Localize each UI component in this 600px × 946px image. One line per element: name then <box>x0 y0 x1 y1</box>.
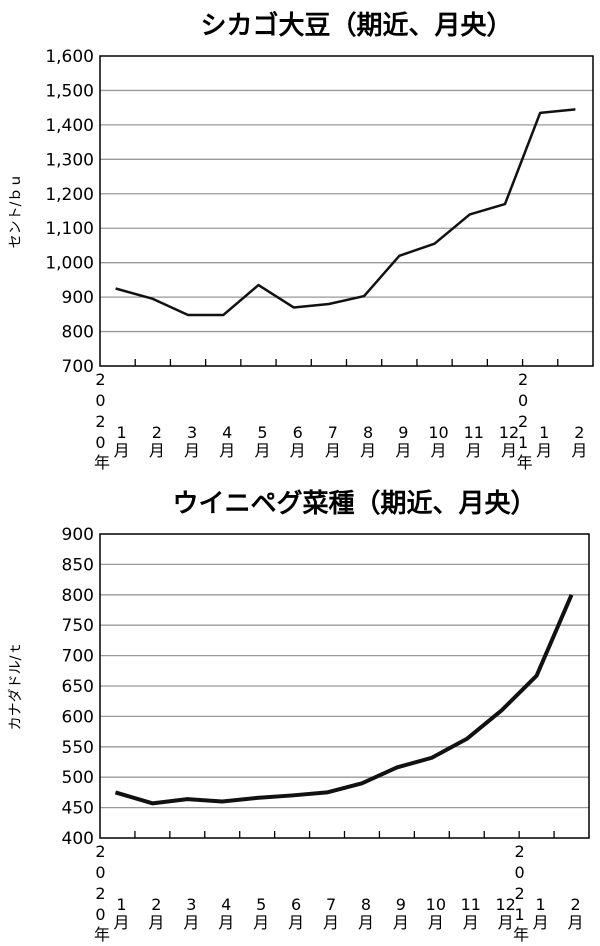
x-tick-label: 7 <box>328 423 338 442</box>
y-tick-label: 550 <box>62 738 94 758</box>
x-tick-month-char: 月 <box>183 913 199 932</box>
x-tick-month-char: 月 <box>501 441 517 460</box>
y-tick-label: 1,500 <box>45 81 94 101</box>
y-tick-label: 1,200 <box>45 185 94 205</box>
x-tick-label: 9 <box>398 423 408 442</box>
year-label: 2021年 <box>513 370 533 472</box>
x-tick-month-char: 月 <box>568 913 584 932</box>
y-tick-label: 700 <box>62 647 94 667</box>
chart-title: ウイニペグ菜種（期近、月央） <box>172 489 536 519</box>
x-tick-label: 2 <box>152 423 162 442</box>
x-tick-month-char: 月 <box>288 913 304 932</box>
x-tick-label: 2 <box>151 895 161 914</box>
y-tick-label: 400 <box>62 829 94 849</box>
y-tick-label: 1,100 <box>45 219 94 239</box>
y-tick-label: 500 <box>62 768 94 788</box>
x-tick-label: 9 <box>396 895 406 914</box>
x-tick-month-char: 月 <box>428 913 444 932</box>
x-tick-month-char: 月 <box>498 913 514 932</box>
y-axis-label: カナダドル/ｔ <box>8 642 24 731</box>
series-line <box>115 108 576 317</box>
x-tick-label: 4 <box>222 423 232 442</box>
x-tick-label: 1 <box>117 423 127 442</box>
y-tick-label: 800 <box>62 323 94 343</box>
x-tick-month-char: 月 <box>149 441 165 460</box>
chart-1: シカゴ大豆（期近、月央） セント/ｂｕ 700 800 900 1,000 1,100 1,2… <box>8 10 594 460</box>
x-tick-month-char: 月 <box>290 441 306 460</box>
x-tick-label: 2 <box>570 895 580 914</box>
x-tick-month-char: 月 <box>360 441 376 460</box>
y-tick-label: 450 <box>62 799 94 819</box>
x-tick-label: 2 <box>574 423 584 442</box>
x-tick-label: 3 <box>187 423 197 442</box>
x-tick-month-char: 月 <box>113 913 129 932</box>
x-tick-label: 12 <box>495 895 515 914</box>
year-label: 2020年 <box>91 370 110 472</box>
x-tick-label: 5 <box>256 895 266 914</box>
year-label: 2020年 <box>91 842 110 944</box>
x-tick-month-char: 月 <box>219 441 235 460</box>
x-tick-month-char: 月 <box>148 913 164 932</box>
x-tick-month-char: 月 <box>431 441 447 460</box>
x-tick-label: 5 <box>257 423 267 442</box>
x-tick-month-char: 月 <box>463 913 479 932</box>
y-tick-label: 900 <box>62 288 94 308</box>
x-tick-month-char: 月 <box>325 441 341 460</box>
x-tick-month-char: 月 <box>466 441 482 460</box>
y-tick-label: 900 <box>62 525 94 545</box>
series-line <box>114 594 574 806</box>
x-tick-label: 11 <box>464 423 484 442</box>
y-tick-label: 750 <box>62 616 94 636</box>
y-tick-label: 1,000 <box>45 254 94 274</box>
x-tick-month-char: 月 <box>536 441 552 460</box>
x-tick-label: 11 <box>461 895 481 914</box>
x-tick-label: 10 <box>426 895 446 914</box>
x-tick-month-char: 月 <box>114 441 130 460</box>
y-tick-label: 800 <box>62 586 94 606</box>
x-tick-label: 3 <box>186 895 196 914</box>
x-tick-month-char: 月 <box>571 441 587 460</box>
y-tick-label: 1,400 <box>45 116 94 136</box>
x-tick-month-char: 月 <box>254 441 270 460</box>
x-tick-label: 10 <box>428 423 448 442</box>
x-tick-month-char: 月 <box>253 913 269 932</box>
y-axis-label: セント/ｂｕ <box>8 174 24 249</box>
chart-2: ウイニペグ菜種（期近、月央） カナダドル/ｔ 400 450 500 550 600 650 7… <box>8 489 590 932</box>
x-tick-month-char: 月 <box>184 441 200 460</box>
x-tick-month-char: 月 <box>218 913 234 932</box>
x-tick-label: 8 <box>363 423 373 442</box>
x-tick-label: 4 <box>221 895 231 914</box>
x-tick-label: 7 <box>326 895 336 914</box>
x-tick-label: 6 <box>291 895 301 914</box>
x-tick-label: 8 <box>361 895 371 914</box>
y-tick-label: 650 <box>62 677 94 697</box>
y-tick-label: 700 <box>62 357 94 377</box>
y-tick-label: 850 <box>62 555 94 575</box>
x-tick-month-char: 月 <box>533 913 549 932</box>
year-label: 2021年 <box>510 842 530 944</box>
y-tick-label: 600 <box>62 707 94 727</box>
x-tick-month-char: 月 <box>395 441 411 460</box>
chart-title: シカゴ大豆（期近、月央） <box>200 10 512 41</box>
x-tick-month-char: 月 <box>393 913 409 932</box>
y-tick-label: 1,300 <box>45 150 94 170</box>
x-tick-label: 1 <box>539 423 549 442</box>
x-tick-label: 12 <box>499 423 519 442</box>
x-tick-month-char: 月 <box>358 913 374 932</box>
x-tick-month-char: 月 <box>323 913 339 932</box>
x-tick-label: 1 <box>536 895 546 914</box>
y-tick-label: 1,600 <box>45 47 94 67</box>
x-tick-label: 1 <box>116 895 126 914</box>
plot-frame <box>99 55 594 367</box>
x-tick-label: 6 <box>293 423 303 442</box>
